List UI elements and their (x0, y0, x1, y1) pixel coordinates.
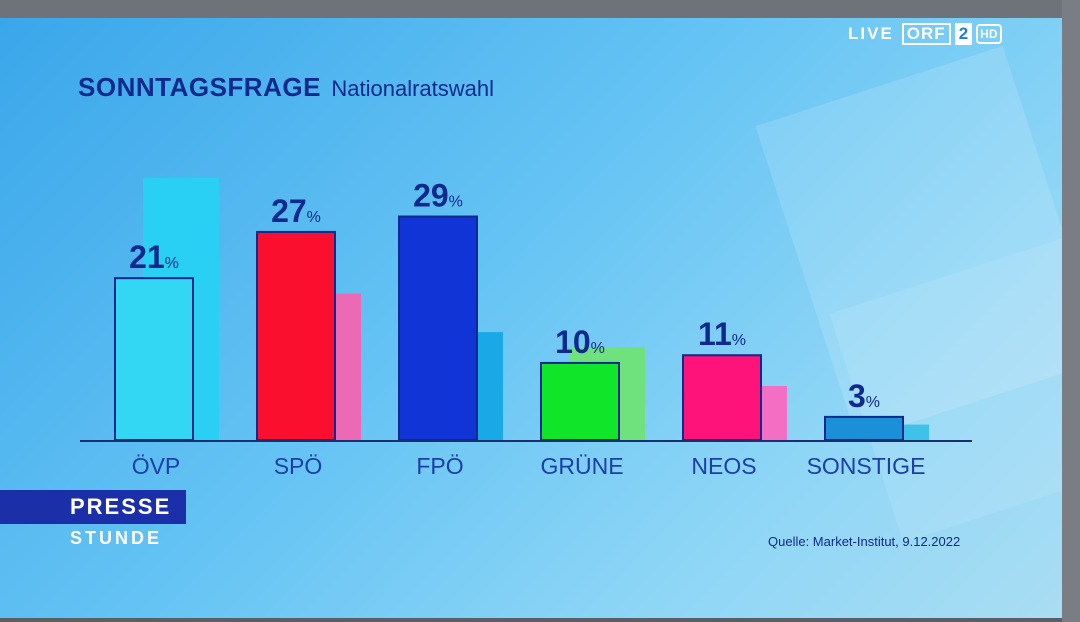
value-label-sonstige: 3% (848, 378, 880, 414)
value-label-fpö: 29% (413, 178, 463, 214)
hd-badge: HD (976, 24, 1002, 44)
orf-label: ORF (901, 23, 951, 45)
value-suffix-fpö: % (449, 194, 463, 211)
value-label-neos: 11% (698, 316, 746, 352)
value-label-övp: 21% (129, 239, 179, 275)
value-number-neos: 11 (698, 316, 732, 352)
value-number-grüne: 10 (555, 324, 591, 360)
channel-number: 2 (954, 23, 973, 45)
tv-bezel-right (1062, 0, 1080, 622)
show-name-presse: PRESSE (0, 490, 186, 524)
value-number-spö: 27 (271, 193, 307, 229)
value-suffix-sonstige: % (866, 394, 880, 411)
bar-current-neos (682, 354, 762, 441)
value-number-fpö: 29 (413, 178, 449, 214)
value-number-övp: 21 (129, 239, 165, 275)
value-suffix-neos: % (732, 332, 746, 349)
chart-title: SONNTAGSFRAGE Nationalratswahl (78, 72, 494, 103)
value-label-spö: 27% (271, 193, 321, 229)
channel-logo: LIVE ORF 2 HD (848, 23, 1002, 45)
bar-current-sonstige (824, 415, 904, 442)
category-label-neos: NEOS (691, 453, 756, 479)
bar-current-fpö (398, 215, 478, 441)
value-suffix-övp: % (165, 255, 179, 272)
category-label-sonstige: SONSTIGE (807, 453, 926, 479)
bar-current-grüne (540, 361, 620, 441)
value-suffix-spö: % (307, 209, 321, 226)
category-label-fpö: FPÖ (416, 453, 463, 479)
category-label-grüne: GRÜNE (540, 453, 623, 479)
bar-current-spö (256, 230, 336, 441)
live-label: LIVE (848, 24, 894, 43)
tv-screen: LIVE ORF 2 HD SONNTAGSFRAGE Nationalrats… (0, 18, 1062, 618)
chart-title-main: SONNTAGSFRAGE (78, 72, 321, 102)
value-suffix-grüne: % (591, 340, 605, 357)
value-label-grüne: 10% (555, 324, 605, 360)
chart-title-sub: Nationalratswahl (331, 76, 495, 101)
category-label-spö: SPÖ (274, 453, 323, 479)
tv-bezel-top (0, 0, 1080, 22)
source-note: Quelle: Market-Institut, 9.12.2022 (768, 534, 961, 549)
show-name-stunde: STUNDE (70, 528, 163, 548)
value-number-sonstige: 3 (848, 378, 866, 414)
bar-current-övp (114, 277, 194, 442)
poll-bar-chart: 21% ÖVP 27% SPÖ 29% FPÖ 10% GRÜNE 11% NEOS 3% SONST… (80, 178, 972, 479)
category-label-övp: ÖVP (132, 453, 181, 479)
